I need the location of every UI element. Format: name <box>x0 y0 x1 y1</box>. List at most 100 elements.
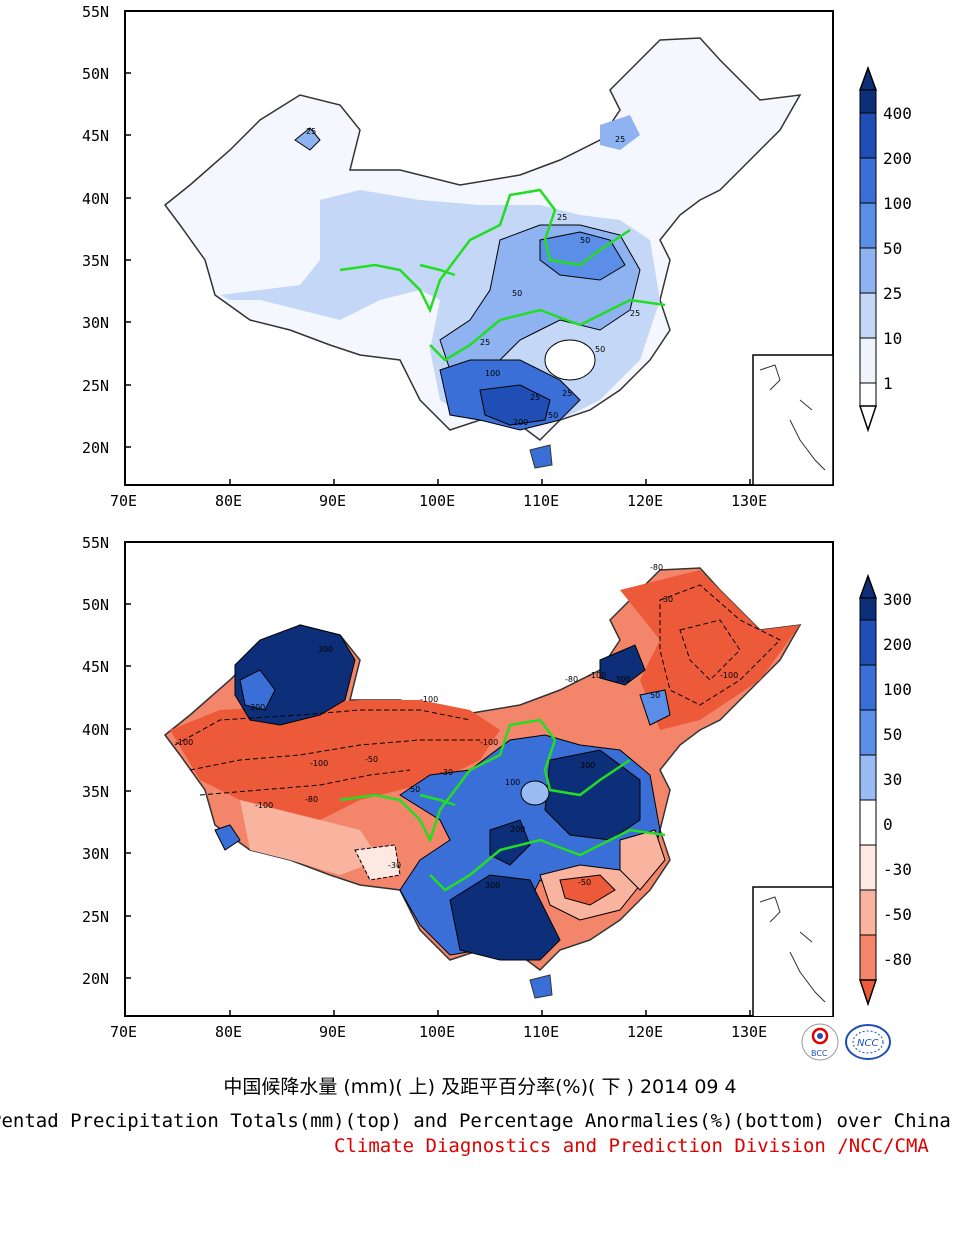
bcc-logo: BCC <box>801 1023 839 1061</box>
svg-text:50: 50 <box>650 691 660 700</box>
svg-text:200: 200 <box>883 149 912 168</box>
svg-text:200: 200 <box>513 418 528 427</box>
svg-text:300: 300 <box>318 645 333 654</box>
precip-xinjiang-blob <box>294 127 321 151</box>
yellow-river-top <box>339 188 631 314</box>
svg-text:200: 200 <box>883 635 912 654</box>
svg-text:200: 200 <box>510 825 525 834</box>
bottom-lon-ticks: 70E 80E 90E 100E 110E 120E 130E <box>110 1023 767 1041</box>
anomaly-pink-tibet <box>240 800 380 875</box>
bottom-lat-tickmarks <box>125 541 131 979</box>
svg-text:50: 50 <box>410 785 420 794</box>
svg-text:-80: -80 <box>650 563 663 572</box>
svg-text:-100: -100 <box>720 671 738 680</box>
svg-text:25: 25 <box>630 309 640 318</box>
svg-text:120E: 120E <box>627 492 663 510</box>
svg-text:25: 25 <box>883 284 902 303</box>
svg-text:-100: -100 <box>480 738 498 747</box>
svg-text:400: 400 <box>883 104 912 123</box>
svg-text:55N: 55N <box>82 534 109 552</box>
svg-text:300: 300 <box>883 590 912 609</box>
svg-text:-100: -100 <box>420 695 438 704</box>
bottom-contour-labels: 300 300 -100 -100 -50 -80 -100 -30 50 10… <box>175 563 738 890</box>
svg-text:55N: 55N <box>82 3 109 21</box>
yangtze-river-bottom <box>429 828 666 892</box>
svg-text:-30: -30 <box>660 595 673 604</box>
anomaly-deep-red-west <box>170 700 500 820</box>
svg-text:50N: 50N <box>82 65 109 83</box>
top-lat-tickmarks <box>125 10 131 448</box>
svg-text:50: 50 <box>548 411 558 420</box>
anomaly-blue-tibet-west <box>214 824 241 851</box>
svg-text:45N: 45N <box>82 127 109 145</box>
svg-text:70E: 70E <box>110 1023 137 1041</box>
svg-text:50: 50 <box>512 289 522 298</box>
svg-text:110E: 110E <box>523 492 559 510</box>
svg-text:35N: 35N <box>82 783 109 801</box>
svg-text:50: 50 <box>580 236 590 245</box>
svg-text:50: 50 <box>883 239 902 258</box>
svg-text:BCC: BCC <box>811 1049 828 1058</box>
svg-text:45N: 45N <box>82 658 109 676</box>
svg-text:25N: 25N <box>82 908 109 926</box>
svg-text:25: 25 <box>557 213 567 222</box>
svg-text:-30: -30 <box>440 768 453 777</box>
top-colorbar: 400 200 100 50 25 10 1 <box>858 65 912 433</box>
svg-text:-50: -50 <box>578 878 591 887</box>
svg-text:-100: -100 <box>255 801 273 810</box>
svg-text:25: 25 <box>306 127 316 136</box>
bottom-lon-tickmarks <box>229 1010 751 1016</box>
top-lon-ticks: 70E 80E 90E 100E 110E 120E 130E <box>110 492 767 510</box>
svg-text:300: 300 <box>615 675 630 684</box>
bottom-map-panel: 300 300 -100 -100 -50 -80 -100 -30 50 10… <box>0 530 960 1050</box>
svg-text:50N: 50N <box>82 596 109 614</box>
credit-line: Climate Diagnostics and Prediction Divis… <box>334 1135 929 1157</box>
anomaly-dark-blue-southwest <box>449 874 561 961</box>
svg-text:-100: -100 <box>310 759 328 768</box>
anomaly-red-south-inner <box>559 874 616 906</box>
anomaly-dark-blue-central <box>544 749 641 841</box>
tributary-bottom <box>419 793 456 807</box>
svg-text:100E: 100E <box>419 492 455 510</box>
ncc-logo: NCC <box>845 1024 891 1060</box>
bottom-colorbar: 300 200 100 50 30 0 -30 -50 -80 <box>858 573 912 1007</box>
svg-text:120E: 120E <box>627 1023 663 1041</box>
svg-text:100E: 100E <box>419 1023 455 1041</box>
yangtze-river-top <box>429 298 666 362</box>
svg-text:-50: -50 <box>883 905 912 924</box>
svg-text:30N: 30N <box>82 845 109 863</box>
top-lat-ticks: 55N 50N 45N 40N 35N 30N 25N 20N <box>82 3 109 457</box>
svg-text:-30: -30 <box>388 861 401 870</box>
svg-text:80E: 80E <box>215 1023 242 1041</box>
svg-text:130E: 130E <box>731 492 767 510</box>
svg-text:20N: 20N <box>82 970 109 988</box>
tributary-top <box>419 263 456 277</box>
anomaly-blue-northeast-2 <box>639 689 671 726</box>
anomaly-blue-northeast <box>599 644 646 686</box>
svg-text:30N: 30N <box>82 314 109 332</box>
top-lon-tickmarks <box>229 479 751 485</box>
anomaly-light-blue-gansu <box>520 780 550 806</box>
svg-text:-50: -50 <box>365 755 378 764</box>
svg-text:-100: -100 <box>175 738 193 747</box>
svg-text:-80: -80 <box>565 675 578 684</box>
svg-text:-100: -100 <box>588 671 606 680</box>
svg-text:100: 100 <box>883 680 912 699</box>
svg-text:-30: -30 <box>883 860 912 879</box>
bottom-inset-coast <box>759 896 826 1003</box>
precip-50-100-region <box>539 231 626 281</box>
top-inset-box <box>752 354 833 485</box>
svg-text:25: 25 <box>480 338 490 347</box>
svg-text:100: 100 <box>883 194 912 213</box>
hainan-island-top <box>529 444 553 469</box>
svg-text:1: 1 <box>883 374 893 393</box>
yellow-river-bottom <box>339 718 631 844</box>
svg-text:35N: 35N <box>82 252 109 270</box>
top-map-svg: 25 25 25 50 50 25 50 25 100 200 50 25 25… <box>82 3 912 510</box>
svg-text:-80: -80 <box>883 950 912 969</box>
anomaly-dark-blue-sichuan <box>489 819 531 866</box>
svg-text:110E: 110E <box>523 1023 559 1041</box>
svg-text:300: 300 <box>485 881 500 890</box>
svg-text:130E: 130E <box>731 1023 767 1041</box>
svg-text:70E: 70E <box>110 492 137 510</box>
